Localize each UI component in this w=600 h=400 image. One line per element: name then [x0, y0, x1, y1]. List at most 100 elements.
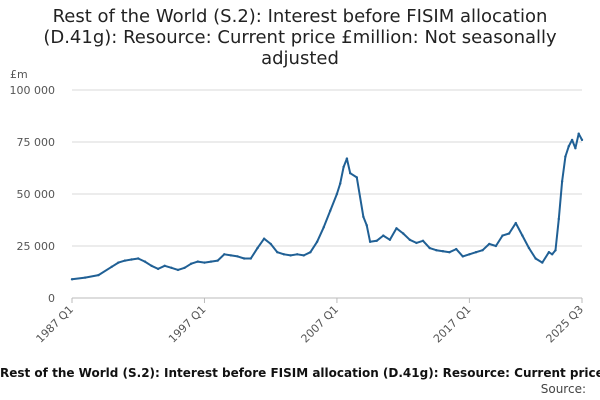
data-point: [137, 257, 140, 260]
gridlines: [72, 89, 582, 299]
data-point: [461, 255, 464, 258]
data-point: [70, 278, 74, 281]
footer-source: Source:: [0, 382, 586, 396]
x-tick-label: 1987 Q1: [34, 303, 77, 346]
x-tick-label: 2007 Q1: [299, 303, 342, 346]
y-tick-label: 0: [48, 292, 55, 305]
data-point: [123, 259, 127, 262]
y-tick-label: 50 000: [17, 188, 56, 201]
data-point: [567, 145, 570, 148]
data-point: [196, 260, 199, 263]
data-point: [176, 268, 180, 272]
data-point: [441, 250, 445, 253]
data-point: [455, 247, 458, 251]
data-point: [557, 217, 560, 221]
tick-labels: £m 0 25 000 50 000 75 000 100 000 1987 Q1 1997 …: [10, 68, 587, 345]
chart-title: Rest of the World (S.2): Interest before…: [43, 6, 557, 69]
data-point: [289, 254, 292, 257]
data-point: [551, 253, 554, 256]
data-point: [521, 234, 524, 237]
data-point: [216, 259, 219, 262]
data-point: [415, 241, 418, 245]
data-point: [560, 180, 564, 183]
data-point: [574, 147, 577, 150]
x-tick-label: 1997 Q1: [166, 303, 209, 346]
data-point: [580, 138, 584, 142]
data-point: [282, 253, 286, 256]
data-point: [117, 261, 120, 264]
series-group: [70, 132, 584, 281]
data-point: [156, 267, 160, 271]
data-point: [435, 249, 438, 252]
data-point: [570, 138, 574, 142]
data-point: [395, 227, 398, 230]
data-point: [474, 251, 478, 254]
data-point: [375, 239, 378, 242]
data-point: [309, 251, 312, 254]
data-point: [365, 224, 368, 227]
data-point: [276, 251, 279, 254]
data-point: [203, 261, 206, 264]
source-label: Source:: [540, 382, 586, 396]
data-point: [554, 249, 557, 252]
data-point: [209, 260, 213, 263]
data-point: [84, 276, 87, 279]
data-point: [110, 265, 113, 268]
data-point: [130, 258, 133, 261]
data-point: [163, 264, 166, 267]
data-point: [342, 165, 345, 169]
data-point: [296, 253, 299, 256]
data-point: [249, 257, 252, 260]
data-point: [547, 251, 551, 254]
data-point: [527, 246, 531, 250]
data-point: [534, 257, 537, 260]
y-axis-unit-label: £m: [10, 68, 28, 81]
data-point: [256, 246, 259, 250]
data-point: [382, 234, 385, 237]
data-point: [170, 266, 173, 269]
data-point: [349, 172, 352, 175]
data-point: [150, 264, 153, 267]
data-point: [577, 132, 580, 135]
data-point: [402, 232, 405, 235]
data-point: [335, 192, 339, 196]
data-point: [488, 242, 491, 246]
data-point: [315, 240, 319, 243]
data-point: [408, 238, 411, 241]
data-point: [541, 261, 544, 264]
data-point: [428, 246, 431, 250]
y-tick-label: 75 000: [17, 136, 56, 149]
data-point: [269, 242, 272, 246]
data-point: [468, 253, 471, 256]
data-point: [143, 260, 147, 263]
data-point: [355, 176, 358, 179]
y-tick-label: 100 000: [10, 84, 56, 97]
data-point: [223, 253, 226, 256]
data-point: [368, 240, 372, 243]
data-point: [229, 254, 233, 257]
x-tick-label: 2017 Q1: [431, 303, 474, 346]
data-point: [388, 238, 392, 241]
data-point: [448, 251, 451, 254]
x-tick-label: 2025 Q3: [544, 303, 587, 346]
data-point: [421, 239, 425, 242]
data-point: [507, 232, 511, 235]
data-point: [501, 234, 504, 237]
data-point: [329, 209, 332, 212]
data-point: [514, 221, 517, 225]
data-point: [339, 182, 342, 185]
data-point: [302, 254, 305, 257]
data-point: [322, 226, 325, 229]
data-point: [190, 262, 193, 265]
data-point: [481, 249, 484, 252]
data-point: [236, 255, 239, 258]
data-point: [243, 257, 246, 260]
y-tick-label: 25 000: [17, 240, 56, 253]
data-point: [362, 215, 365, 219]
data-point: [564, 155, 567, 158]
data-point: [97, 273, 100, 277]
data-point: [183, 266, 186, 269]
footer-series-title: Rest of the World (S.2): Interest before…: [0, 366, 600, 380]
data-point: [345, 157, 349, 160]
